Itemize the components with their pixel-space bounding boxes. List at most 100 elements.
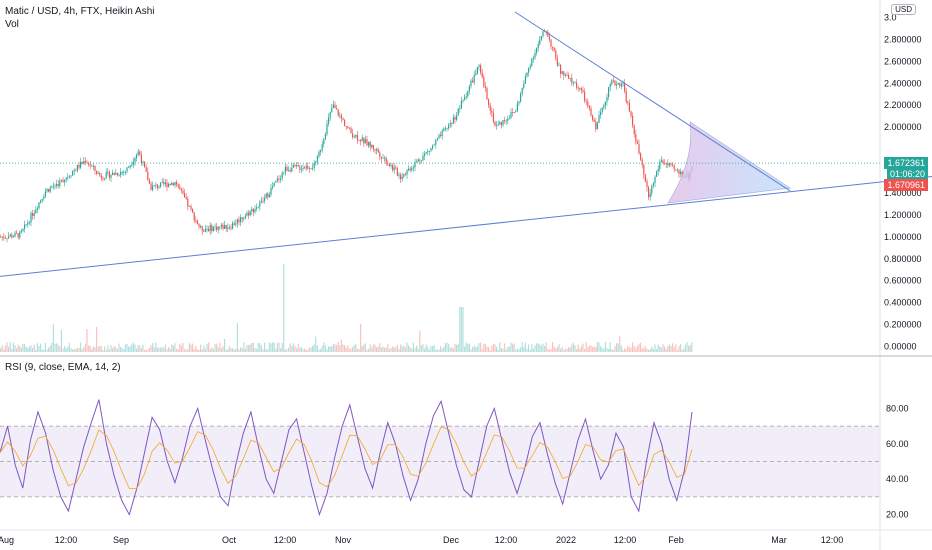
candle-body [537, 44, 539, 48]
candle-body [25, 224, 27, 226]
volume-bar [28, 346, 30, 352]
candle-body [57, 184, 59, 187]
volume-bar [305, 349, 307, 352]
candle-body [464, 96, 466, 100]
volume-bar [182, 343, 184, 352]
volume-bar [99, 345, 101, 352]
rsi-band-layer [0, 425, 880, 498]
candle-body [521, 87, 523, 94]
volume-bar [286, 349, 288, 352]
volume-bar [635, 348, 637, 352]
price-tick-label: 0.600000 [884, 276, 922, 286]
candle-body [62, 179, 64, 183]
volume-bar [27, 347, 29, 352]
candle-body [528, 68, 530, 73]
candle-body [564, 74, 566, 76]
candle-body [560, 65, 562, 74]
volume-bar [83, 347, 85, 352]
volume-bar [520, 347, 522, 352]
candle-body [584, 91, 586, 101]
candle-body [374, 149, 376, 151]
volume-bar [302, 348, 304, 352]
candle-body [628, 102, 630, 112]
volume-bar [204, 348, 206, 352]
candle-body [523, 83, 525, 88]
volume-bar [254, 348, 256, 352]
volume-bar [353, 344, 355, 352]
candle-body [668, 163, 670, 166]
volume-bar [80, 342, 82, 352]
candle-body [283, 172, 285, 174]
rsi-band [0, 426, 880, 497]
candle-body [484, 86, 486, 89]
candle-body [520, 93, 522, 102]
volume-bar [380, 347, 382, 352]
time-tick-label: Mar [771, 535, 787, 545]
candle-body [64, 179, 66, 183]
candle-body [340, 115, 342, 119]
volume-bar [19, 346, 21, 352]
candle-body [59, 180, 61, 187]
candle-body [3, 236, 5, 238]
candle-body [112, 172, 114, 176]
candle-body [400, 174, 402, 180]
candle-body [563, 71, 565, 76]
volume-bar [371, 347, 373, 352]
candle-body [550, 39, 552, 47]
candle-body [595, 121, 597, 130]
volume-bar [14, 345, 16, 352]
volume-bar [494, 344, 496, 352]
volume-bar [633, 345, 635, 352]
volume-bar [192, 343, 194, 352]
volume-bar [222, 346, 224, 352]
volume-bar [59, 346, 61, 352]
volume-bar [539, 344, 541, 352]
candle-body [348, 127, 350, 129]
candle-body [185, 197, 187, 199]
candle-body [296, 165, 298, 167]
volume-bar [276, 342, 278, 352]
candle-body [262, 200, 264, 202]
candle-body [275, 180, 277, 183]
candle-body [6, 238, 8, 239]
candle-body [468, 85, 470, 92]
volume-bar [155, 342, 157, 352]
candle-body [369, 141, 371, 148]
volume-bar [321, 346, 323, 352]
candle-body [198, 224, 200, 227]
volume-bar [124, 344, 126, 352]
volume-bar [499, 342, 501, 352]
currency-button[interactable]: USD [891, 4, 916, 15]
candle-body [60, 179, 62, 181]
candle-body [137, 151, 139, 155]
volume-bar [118, 343, 120, 352]
volume-bar [209, 348, 211, 352]
candle-body [292, 164, 294, 168]
candle-body [500, 122, 502, 126]
volume-bar [408, 345, 410, 352]
volume-bar [198, 349, 200, 352]
candle-body [345, 126, 347, 127]
candle-body [158, 186, 160, 188]
candle-body [291, 167, 293, 172]
volume-bar [336, 344, 338, 352]
volume-bar [272, 342, 274, 352]
candle-body [225, 224, 227, 229]
candle-body [0, 236, 2, 238]
volume-bar [113, 346, 115, 352]
volume-bar [449, 347, 451, 352]
candle-body [608, 87, 610, 98]
volume-bar [308, 347, 310, 352]
volume-bar [643, 347, 645, 352]
pattern-layer [667, 121, 791, 204]
volume-bar [483, 343, 485, 352]
candle-body [640, 153, 642, 160]
candle-body [387, 163, 389, 165]
candle-body [48, 189, 50, 192]
volume-bar [168, 347, 170, 352]
time-tick-label: Aug [0, 535, 14, 545]
price-tick-label: 2.400000 [884, 78, 922, 88]
volume-bar [36, 343, 38, 352]
volume-bar [390, 348, 392, 352]
volume-bar [25, 347, 27, 352]
